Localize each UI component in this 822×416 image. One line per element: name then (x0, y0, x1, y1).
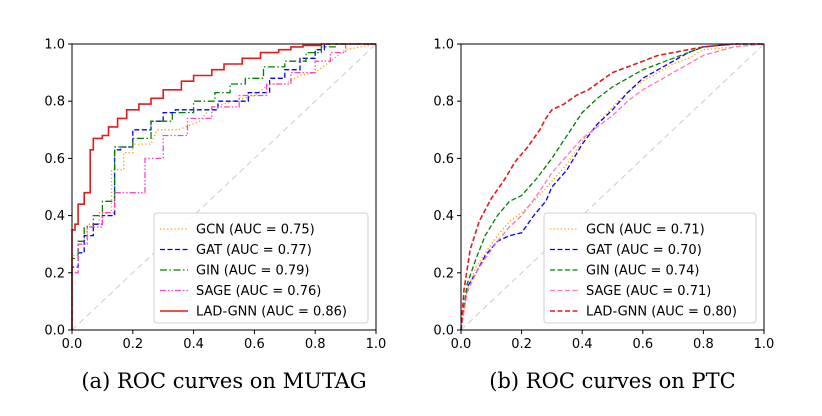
y-tick-label: 0.4 (44, 209, 65, 224)
x-tick-label: 0.8 (305, 337, 326, 352)
x-tick-label: 1.0 (366, 337, 387, 352)
x-tick-label: 0.4 (183, 337, 204, 352)
y-tick-label: 0.8 (433, 95, 454, 110)
chart-panel-ptc: 0.0 0.2 0.4 0.6 0.8 1.0 0.0 0.2 0.4 0.6 0.8 1.0 GCN … (433, 38, 774, 394)
plot-frame (460, 43, 765, 331)
y-tick-label: 0.6 (433, 152, 454, 167)
legend-label-0: GCN (AUC = 0.75) (196, 223, 315, 238)
y-tick-label: 0.0 (433, 324, 454, 339)
series-line-4 (460, 43, 764, 331)
y-tick-label: 0.6 (44, 152, 65, 167)
legend-label-4: LAD-GNN (AUC = 0.86) (196, 305, 347, 320)
y-tick-label: 0.2 (433, 266, 454, 281)
x-tick-label: 0.2 (122, 337, 143, 352)
y-tick-label: 0.8 (44, 95, 65, 110)
legend-label-1: GAT (AUC = 0.77) (196, 243, 312, 258)
y-tick-label: 1.0 (44, 38, 65, 53)
legend-label-3: SAGE (AUC = 0.76) (196, 284, 321, 299)
x-tick-label: 0.0 (451, 337, 472, 352)
legend-label-0: GCN (AUC = 0.71) (586, 223, 705, 238)
x-tick-label: 0.8 (693, 337, 714, 352)
series-line-0 (460, 43, 765, 331)
series-line-3 (71, 43, 376, 330)
y-tick-label: 0.4 (433, 209, 454, 224)
series-line-2 (460, 43, 764, 331)
legend-box (543, 212, 757, 324)
series-line-3 (460, 43, 765, 331)
x-tick-label: 0.6 (632, 337, 653, 352)
y-tick-label: 0.0 (44, 324, 65, 339)
x-tick-label: 0.6 (244, 337, 265, 352)
legend: GCN (AUC = 0.75) GAT (AUC = 0.77) GIN (AUC… (153, 212, 369, 324)
legend: GCN (AUC = 0.71) GAT (AUC = 0.70) GIN (AUC… (543, 212, 757, 324)
x-tick-label: 0.0 (62, 337, 83, 352)
legend-label-1: GAT (AUC = 0.70) (586, 243, 702, 258)
x-tick-label: 0.4 (572, 337, 593, 352)
legend-label-2: GIN (AUC = 0.74) (586, 264, 700, 279)
x-tick-label: 0.2 (511, 337, 532, 352)
legend-box (153, 212, 369, 324)
legend-label-2: GIN (AUC = 0.79) (196, 264, 310, 279)
chart-caption: (b) ROC curves on PTC (489, 369, 735, 393)
legend-label-4: LAD-GNN (AUC = 0.80) (586, 305, 737, 320)
series-line-4 (71, 43, 376, 330)
legend-label-3: SAGE (AUC = 0.71) (586, 284, 711, 299)
chart-panel-mutag: 0.0 0.2 0.4 0.6 0.8 1.0 0.0 0.2 0.4 0.6 0.8 1.0 GCN … (44, 38, 386, 394)
chart-caption: (a) ROC curves on MUTAG (81, 369, 366, 393)
plot-frame (71, 43, 377, 331)
y-tick-label: 1.0 (433, 38, 454, 53)
x-tick-label: 1.0 (754, 337, 775, 352)
y-tick-label: 0.2 (44, 266, 65, 281)
